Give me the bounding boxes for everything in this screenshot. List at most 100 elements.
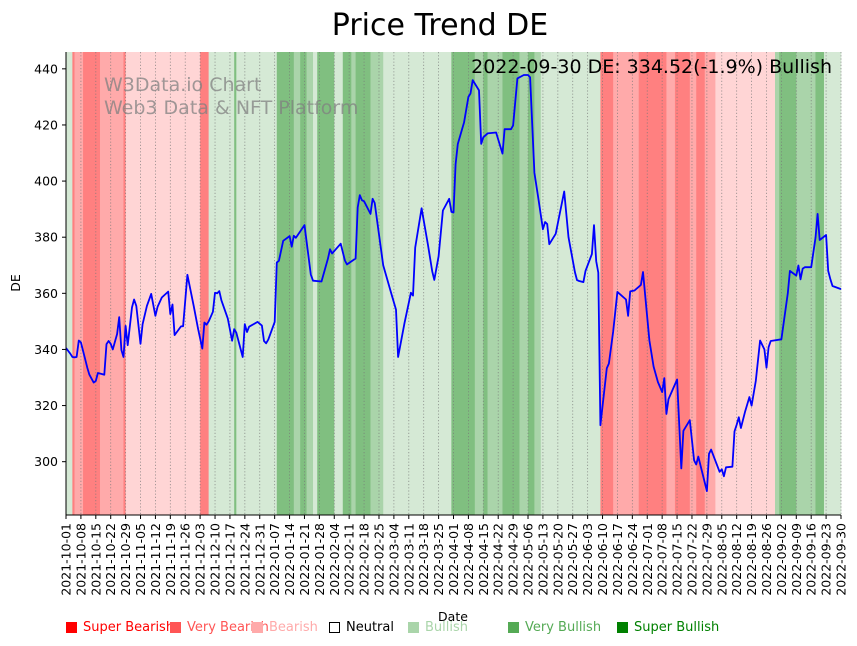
regime-band-bearish [666, 52, 676, 515]
x-tick-label: 2022-06-10 [595, 523, 610, 596]
regime-band-bullish [334, 52, 344, 515]
legend-item: Neutral [329, 620, 394, 635]
x-tick-label: 2021-10-22 [103, 523, 118, 596]
x-tick-label: 2021-11-26 [178, 523, 193, 596]
legend-item: Very Bullish [508, 620, 601, 635]
x-tick-label: 2022-09-23 [819, 523, 834, 596]
x-tick-label: 2022-02-25 [371, 523, 386, 596]
regime-band-very-bullish [276, 52, 295, 515]
y-tick-label: 300 [34, 454, 58, 469]
regime-band-very-bullish [451, 52, 476, 515]
x-tick-label: 2022-01-14 [282, 523, 297, 596]
y-tick-label: 400 [34, 174, 58, 189]
x-tick-label: 2022-07-22 [684, 523, 699, 596]
regime-band-mid-bullish [293, 52, 301, 515]
x-tick-label: 2022-06-24 [625, 523, 640, 596]
regime-band-very-bearish [72, 52, 75, 515]
x-tick-label: 2022-02-18 [357, 523, 372, 596]
x-tick-label: 2022-03-04 [386, 523, 401, 596]
x-tick-label: 2021-10-08 [73, 523, 88, 596]
y-tick-label: 360 [34, 286, 58, 301]
legend-swatch [408, 622, 419, 633]
legend-label: Very Bullish [525, 620, 602, 635]
x-gridlines [65, 52, 842, 515]
regime-band-mid-bullish [487, 52, 503, 515]
x-tick-label: 2022-03-11 [401, 523, 416, 596]
legend-label: Super Bearish [83, 620, 175, 635]
regime-band-very-bearish [696, 52, 706, 515]
regime-band-bullish [312, 52, 318, 515]
legend-label: Neutral [346, 620, 394, 635]
x-tick-label: 2022-05-13 [535, 523, 550, 596]
regime-band-mid-bullish [534, 52, 542, 515]
regime-bands [66, 52, 842, 515]
x-tick-label: 2022-08-26 [759, 523, 774, 596]
legend-swatch [66, 622, 77, 633]
chart-title: Price Trend DE [332, 8, 548, 43]
regime-band-very-bearish [83, 52, 101, 515]
x-tick-label: 2022-07-01 [640, 523, 655, 596]
price-line [65, 74, 842, 493]
legend-item: Super Bearish [66, 620, 174, 635]
x-tick-label: 2021-11-05 [133, 523, 148, 596]
x-tick-label: 2021-11-19 [163, 523, 178, 596]
x-tick-label: 2022-05-06 [521, 523, 536, 596]
regime-band-very-bullish [300, 52, 307, 515]
legend-label: Bearish [269, 620, 318, 635]
regime-band-very-bullish [528, 52, 535, 515]
x-tick-label: 2022-01-21 [297, 523, 312, 596]
x-tick-label: 2022-04-22 [491, 523, 506, 596]
regime-band-bullish [540, 52, 601, 515]
x-tick-label: 2022-06-03 [580, 523, 595, 596]
regime-band-light-bearish [715, 52, 776, 515]
y-tick-label: 380 [34, 230, 58, 245]
legend-swatch [252, 622, 263, 633]
x-tick-label: 2021-12-24 [237, 523, 252, 596]
regime-band-bearish [689, 52, 697, 515]
x-tick-label: 2022-03-18 [416, 523, 431, 596]
x-tick-label: 2022-04-15 [476, 523, 491, 596]
watermark-line-2: Web3 Data & NFT Platform [104, 97, 358, 119]
regime-band-very-bullish [483, 52, 488, 515]
legend-label: Super Bullish [634, 620, 720, 635]
regime-band-very-bullish [815, 52, 825, 515]
x-tick-label: 2022-01-07 [267, 523, 282, 596]
x-tick-label: 2022-06-17 [610, 523, 625, 596]
y-tick-label: 440 [34, 61, 58, 76]
x-tick-label: 2021-11-12 [148, 523, 163, 596]
x-tick-label: 2022-01-28 [312, 523, 327, 596]
legend-label: Bullish [425, 620, 469, 635]
regime-band-bullish [208, 52, 235, 515]
regime-band-mid-bullish [351, 52, 356, 515]
x-tick-label: 2022-04-01 [446, 523, 461, 596]
y-tick-label: 340 [34, 342, 58, 357]
regime-band-very-bullish [355, 52, 371, 515]
legend-item: Very Bearish [170, 620, 269, 635]
x-tick-label: 2021-10-01 [59, 523, 74, 596]
regime-band-bearish [100, 52, 124, 515]
x-tick-label: 2022-04-08 [461, 523, 476, 596]
x-tick-label: 2021-10-29 [118, 523, 133, 596]
x-tick-label: 2022-05-20 [550, 523, 565, 596]
regime-band-very-bullish [317, 52, 335, 515]
x-tick-label: 2022-08-12 [729, 523, 744, 596]
x-tick-label: 2022-09-30 [834, 523, 849, 596]
latest-price-annotation: 2022-09-30 DE: 334.52(-1.9%) Bullish [471, 56, 832, 78]
legend-label: Very Bearish [187, 620, 269, 635]
regime-band-very-bullish-mid [234, 52, 237, 515]
x-tick-label: 2022-04-29 [506, 523, 521, 596]
regime-band-mid-bullish [774, 52, 780, 515]
x-tick-label: 2022-07-15 [670, 523, 685, 596]
regime-band-light-bearish [125, 52, 201, 515]
x-tick-label: 2022-07-08 [655, 523, 670, 596]
y-axis-label: DE [8, 274, 23, 292]
legend-item: Super Bullish [617, 620, 719, 635]
x-tick-label: 2021-10-15 [88, 523, 103, 596]
regime-band-very-bearish [200, 52, 209, 515]
x-tick-label: 2021-12-03 [193, 523, 208, 596]
x-tick-label: 2021-12-10 [208, 523, 223, 596]
regime-band-bearish [74, 52, 84, 515]
x-tick-label: 2022-08-19 [744, 523, 759, 596]
regime-band-very-bullish [502, 52, 520, 515]
